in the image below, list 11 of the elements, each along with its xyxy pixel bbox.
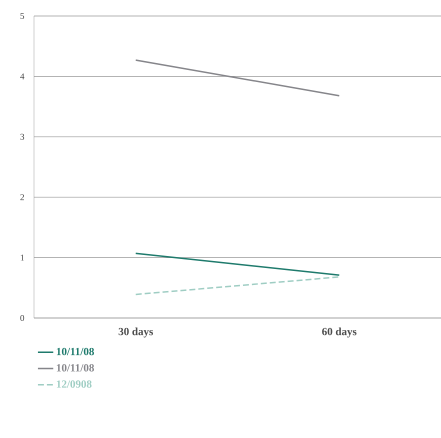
x-tick-label: 60 days <box>322 328 356 338</box>
y-tick-label: 2 <box>20 194 24 200</box>
x-tick-label: 30 days <box>118 328 153 338</box>
y-tick-label: 5 <box>20 13 24 19</box>
y-tick-label: 0 <box>20 314 24 322</box>
y-tick-label: 4 <box>20 73 24 80</box>
legend-label: 12/0908 <box>56 380 92 388</box>
legend-label: 10/11/08 <box>56 364 94 372</box>
legend-label: 10/11/08 <box>56 348 94 356</box>
y-tick-label: 3 <box>20 134 24 140</box>
y-tick-label: 1 <box>20 254 24 261</box>
